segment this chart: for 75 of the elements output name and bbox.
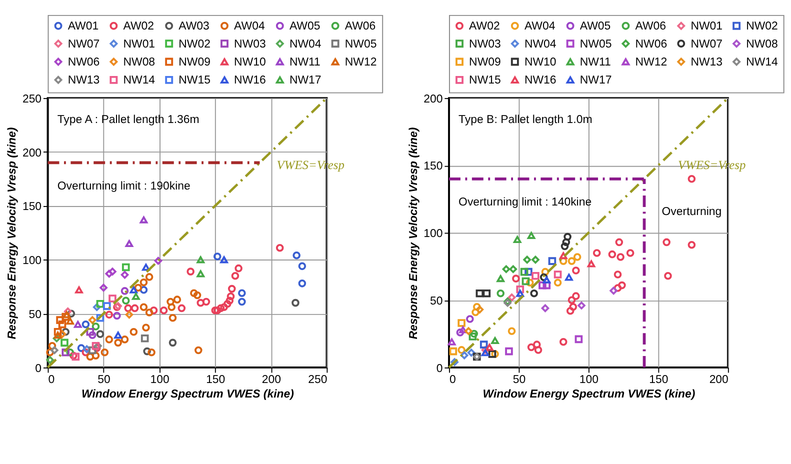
legend-label: NW12 [344, 56, 377, 69]
legend-label: NW03 [234, 38, 266, 50]
x-tick-label: 200 [262, 374, 281, 386]
legend-label: NW08 [746, 38, 778, 50]
x-axis-title: Window Energy Spectrum VWES (kine) [482, 388, 696, 401]
legend-label: NW16 [234, 74, 266, 87]
legend-label: NW03 [469, 38, 501, 50]
legend-label: NW14 [746, 56, 779, 69]
legend-label: NW15 [469, 74, 501, 87]
y-tick-label: 100 [22, 255, 42, 268]
legend-label: NW06 [635, 38, 668, 50]
legend-label: NW07 [68, 38, 100, 50]
legend-label: NW09 [178, 56, 210, 69]
y-tick-label: 150 [424, 160, 443, 173]
y-tick-label: 150 [22, 201, 42, 214]
y-tick-label: 50 [28, 308, 42, 321]
legend-label: NW02 [178, 38, 210, 50]
y-tick-label: 200 [22, 147, 42, 160]
legend-label: AW01 [68, 20, 99, 33]
legend-label: NW16 [524, 74, 556, 87]
legend-label: NW14 [123, 74, 156, 87]
x-tick-label: 100 [150, 374, 170, 386]
legend-label: NW09 [469, 56, 501, 69]
legend-label: NW01 [690, 20, 723, 33]
y-axis-title: Response Energy Velocity Vresp (kine) [408, 127, 420, 340]
x-axis-title: Window Energy Spectrum VWES (kine) [81, 388, 294, 401]
annotation: Overturning [662, 206, 722, 218]
annotation: Type B: Pallet length 1.0m [458, 114, 592, 126]
x-tick-label: 250 [308, 374, 328, 386]
legend-label: AW06 [344, 20, 376, 33]
legend-label: NW13 [690, 56, 723, 69]
legend-label: NW11 [580, 56, 611, 69]
y-tick-label: 100 [424, 228, 443, 240]
x-tick-label: 50 [512, 374, 526, 386]
legend-label: NW05 [580, 38, 612, 50]
legend-label: AW03 [178, 20, 210, 33]
x-tick-label: 100 [579, 374, 599, 386]
y-tick-label: 250 [22, 93, 42, 106]
legend-label: AW05 [580, 20, 611, 33]
legend-label: NW17 [289, 74, 322, 87]
legend-label: NW13 [68, 74, 100, 87]
legend-label: NW10 [234, 56, 266, 69]
legend-label: NW04 [289, 38, 322, 50]
legend-label: NW05 [344, 38, 377, 50]
y-tick-label: 50 [430, 295, 443, 308]
ref-line-label: Overturning limit : 140kine [458, 196, 592, 209]
ref-line-label: Overturning limit : 190kine [57, 180, 190, 192]
legend-label: AW02 [123, 20, 154, 33]
y-tick-label: 200 [424, 93, 443, 106]
legend-label: NW08 [123, 56, 156, 69]
legend-label: NW07 [690, 38, 723, 50]
x-tick-label: 0 [48, 374, 55, 386]
legend-label: NW11 [289, 56, 320, 69]
x-tick-label: 0 [449, 374, 456, 386]
x-tick-label: 150 [649, 374, 668, 386]
legend-label: NW17 [580, 74, 612, 87]
legend-label: AW02 [469, 20, 500, 33]
legend-label: AW05 [289, 20, 320, 33]
legend-label: NW01 [123, 38, 156, 50]
legend-label: NW15 [178, 74, 210, 87]
x-tick-label: 150 [206, 374, 226, 386]
x-tick-label: 200 [709, 374, 728, 386]
legend-label: NW04 [524, 38, 557, 50]
legend-label: NW06 [68, 56, 100, 69]
legend-label: AW04 [524, 20, 556, 33]
legend-label: AW04 [234, 20, 266, 33]
legend-label: AW06 [635, 20, 666, 33]
legend-label: NW10 [524, 56, 556, 69]
y-tick-label: 0 [35, 362, 42, 375]
y-tick-label: 0 [436, 362, 443, 375]
x-tick-label: 50 [98, 374, 110, 386]
y-axis-title: Response Energy Velocity Vresp (kine) [6, 127, 19, 340]
annotation: Type A : Pallet length 1.36m [57, 114, 200, 126]
legend-label: NW02 [746, 20, 778, 33]
legend-label: NW12 [635, 56, 668, 69]
